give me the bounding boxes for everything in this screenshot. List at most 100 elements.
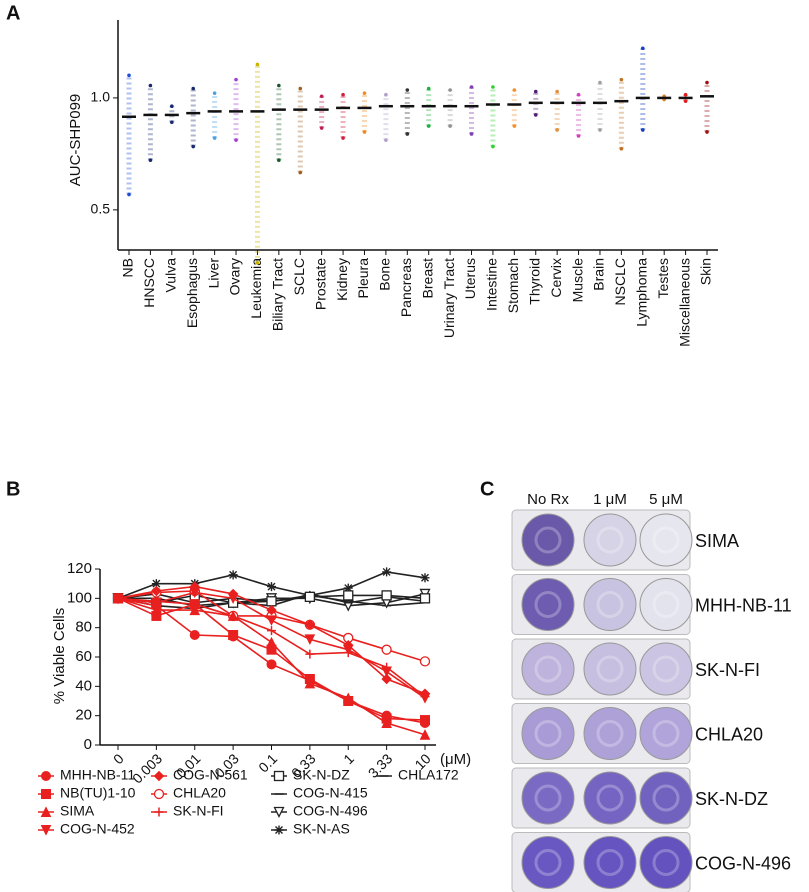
well	[583, 513, 637, 567]
y-tick-label: 80	[75, 619, 92, 636]
marker	[151, 610, 162, 621]
x-tick-label: Uterus	[462, 258, 478, 299]
x-tick-label: HNSCC	[141, 258, 157, 308]
well-inner	[534, 655, 562, 683]
marker	[381, 644, 392, 655]
well-inner	[652, 720, 680, 747]
dot	[576, 92, 581, 97]
y-tick-label: 0.5	[91, 201, 111, 217]
dot	[255, 261, 260, 265]
x-tick-label: Pancreas	[398, 258, 414, 317]
well	[639, 771, 693, 825]
x-tick-label: Prostate	[312, 258, 328, 310]
marker	[113, 593, 123, 604]
dot	[255, 62, 260, 67]
well	[521, 642, 575, 696]
dot	[426, 86, 431, 91]
marker	[304, 619, 316, 630]
dot	[170, 104, 174, 109]
x-tick-label: Lymphoma	[633, 258, 649, 327]
x-tick-label: 0	[110, 750, 127, 767]
dot	[127, 192, 131, 197]
dot	[384, 92, 388, 97]
dot	[148, 83, 153, 88]
well-inner	[652, 526, 680, 554]
dot	[598, 80, 602, 85]
marker	[266, 659, 277, 670]
dot	[598, 128, 602, 132]
x-unit-label: (μM)	[440, 751, 471, 768]
legend-label: SK-N-FI	[173, 803, 224, 819]
dot	[277, 158, 281, 163]
marker	[420, 573, 430, 583]
dot	[191, 86, 196, 91]
x-tick-label: Ovary	[227, 258, 243, 295]
dot	[212, 136, 217, 140]
marker	[304, 591, 316, 603]
marker	[151, 579, 161, 589]
y-axis-label: AUC-SHP099	[67, 94, 84, 187]
marker	[189, 587, 201, 599]
marker	[381, 590, 392, 601]
dot	[362, 91, 367, 95]
marker	[154, 807, 164, 817]
marker	[266, 615, 277, 626]
dot	[234, 138, 238, 142]
well-inner	[534, 591, 562, 618]
dot	[170, 120, 174, 125]
marker	[266, 644, 277, 655]
marker	[41, 789, 51, 799]
well-inner	[596, 526, 624, 554]
x-tick-label: 1	[340, 750, 357, 767]
dot	[683, 92, 688, 97]
marker	[274, 825, 284, 835]
legend-label: SIMA	[60, 803, 95, 819]
x-tick-label: SCLC	[291, 258, 307, 295]
dot	[619, 146, 624, 151]
well-inner	[596, 655, 624, 683]
marker	[189, 599, 200, 610]
well-inner	[652, 655, 680, 683]
marker	[304, 675, 315, 686]
x-tick-label: Brain	[591, 258, 607, 291]
marker	[419, 656, 431, 667]
dot	[491, 144, 495, 149]
dot	[319, 94, 324, 99]
marker	[343, 590, 354, 601]
y-tick-label: 40	[75, 677, 92, 694]
column-header: 1 μM	[593, 491, 627, 508]
marker	[381, 666, 392, 678]
legend-label: NB(TU)1-10	[60, 785, 136, 801]
marker	[343, 583, 353, 593]
legend-label: COG-N-561	[173, 767, 248, 783]
dot	[448, 88, 452, 92]
marker	[305, 649, 315, 659]
row-label: SIMA	[695, 531, 739, 551]
well	[521, 707, 575, 760]
marker	[273, 806, 285, 818]
marker	[381, 673, 392, 685]
marker	[343, 696, 354, 706]
x-tick-label: Leukemia	[248, 258, 264, 319]
well-inner	[652, 849, 680, 876]
dot	[234, 77, 238, 82]
dot	[362, 130, 367, 134]
marker	[227, 593, 239, 604]
y-tick-label: 0	[84, 736, 92, 753]
dot	[533, 113, 538, 117]
dot	[127, 73, 131, 78]
dot	[319, 126, 324, 130]
well	[583, 771, 637, 825]
marker	[40, 825, 52, 836]
x-tick-label: Cervix	[548, 258, 564, 298]
marker	[40, 806, 52, 817]
x-tick-label: Esophagus	[184, 258, 200, 328]
well	[639, 513, 693, 567]
marker	[227, 610, 239, 621]
marker	[153, 770, 165, 782]
well	[583, 578, 637, 631]
marker	[267, 582, 276, 592]
well-inner	[652, 784, 680, 812]
well	[583, 836, 637, 889]
